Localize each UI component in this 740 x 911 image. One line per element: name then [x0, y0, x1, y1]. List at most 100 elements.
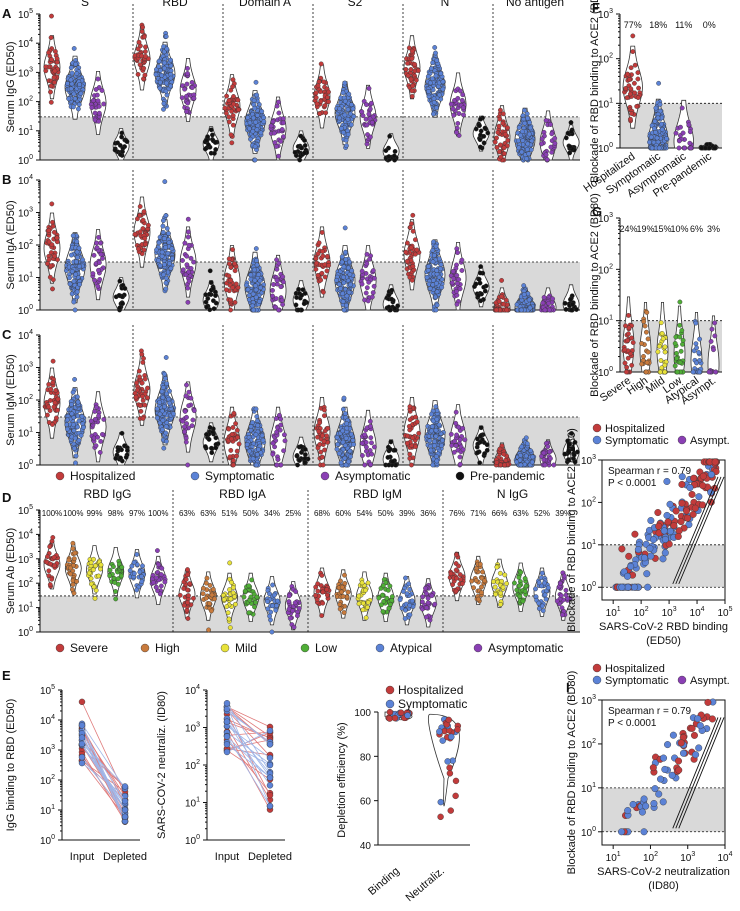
D-series-point	[405, 592, 409, 596]
C-series-point	[461, 426, 465, 430]
A-series-point	[411, 84, 415, 88]
C-series-point	[139, 409, 143, 413]
A-series-point	[75, 71, 79, 75]
D-ytick-label: 101	[18, 602, 33, 615]
A-series-point	[478, 145, 482, 149]
A-series-point	[44, 65, 48, 69]
B-series-point	[244, 283, 248, 287]
A-series-point	[360, 110, 364, 114]
D-series-point	[290, 609, 294, 613]
C-series-point	[70, 412, 74, 416]
A-series-point	[180, 96, 184, 100]
D-series-point	[182, 586, 186, 590]
A-series-point	[252, 98, 256, 102]
D-percent-label: 71%	[470, 509, 486, 518]
A-series-point	[346, 132, 350, 136]
A-series-point	[137, 40, 141, 44]
A-group-label: S	[81, 0, 89, 9]
C-series-point	[96, 414, 100, 418]
B-series-point	[316, 273, 320, 277]
D-series-point	[222, 597, 226, 601]
A-series-point	[384, 148, 388, 152]
B-series-point	[142, 209, 146, 213]
D-series-point	[135, 552, 139, 556]
A-series-point	[337, 116, 341, 120]
B-series-point	[74, 272, 78, 276]
C-series-point	[271, 452, 275, 456]
D-series-point	[68, 566, 72, 570]
D-series-point	[474, 578, 478, 582]
A-series-point	[95, 93, 99, 97]
D-ytick-label: 103	[18, 553, 33, 566]
C-series-point	[363, 463, 367, 467]
A-series-point	[255, 128, 259, 132]
B-series-point	[434, 281, 438, 285]
D-series-point	[191, 596, 195, 600]
C-series-point	[439, 443, 443, 447]
C-series-point	[344, 436, 348, 440]
E1-pair-line	[82, 725, 125, 816]
D-series-point	[491, 580, 495, 584]
A-series-point	[230, 141, 234, 145]
D-series-point	[377, 596, 381, 600]
D-series-point	[493, 585, 497, 589]
C-series-point	[162, 372, 166, 376]
C-series-point	[161, 396, 165, 400]
D-series-point	[325, 593, 329, 597]
C-series-point	[345, 422, 349, 426]
A-series-point	[527, 152, 531, 156]
C-series-point	[73, 436, 77, 440]
B-series-point	[186, 286, 190, 290]
A-series-point	[344, 138, 348, 142]
C-series-point	[210, 451, 214, 455]
C-series-point	[408, 452, 412, 456]
legend-label: Hospitalized	[70, 469, 135, 483]
A-series-point	[49, 100, 53, 104]
A-series-point	[319, 99, 323, 103]
A-series-point	[253, 158, 257, 162]
D-series-point	[363, 588, 367, 592]
B-series-point	[49, 264, 53, 268]
A-series-point	[351, 107, 355, 111]
B-series-point	[143, 242, 147, 246]
D-series-point	[132, 571, 136, 575]
A-series-point	[97, 104, 101, 108]
C-series-point	[428, 439, 432, 443]
A-series-point	[410, 56, 414, 60]
C-series-point	[520, 445, 524, 449]
A-series-point	[125, 139, 129, 143]
A-series-point	[526, 142, 530, 146]
B-series-point	[435, 290, 439, 294]
B-series-point	[280, 302, 284, 306]
A-series-point	[143, 54, 147, 58]
B-series-point	[68, 282, 72, 286]
B-series-point	[426, 264, 430, 268]
D-series-point	[321, 590, 325, 594]
D-series-point	[67, 558, 71, 562]
A-series-point	[393, 149, 397, 153]
E1-point	[79, 754, 85, 760]
B-series-point	[326, 263, 330, 267]
D-series-point	[458, 572, 462, 576]
C-series-point	[65, 427, 69, 431]
D-series-point	[321, 601, 325, 605]
B-series-point	[96, 268, 100, 272]
D-series-point	[52, 555, 56, 559]
B-series-point	[522, 283, 526, 287]
B-series-point	[146, 223, 150, 227]
D-series-point	[340, 585, 344, 589]
C-ylabel: Serum IgM (ED50)	[5, 354, 17, 446]
B-series-point	[123, 286, 127, 290]
A-series-point	[482, 141, 486, 145]
A-series-point	[279, 139, 283, 143]
A-series-point	[343, 113, 347, 117]
B-series-point	[360, 282, 364, 286]
C-series-point	[183, 409, 187, 413]
A-series-point	[525, 147, 529, 151]
C-series-point	[50, 422, 54, 426]
C-series-point	[76, 400, 80, 404]
C-series-point	[145, 396, 149, 400]
A-series-point	[70, 71, 74, 75]
E1-point	[79, 699, 85, 705]
B-series-point	[279, 285, 283, 289]
